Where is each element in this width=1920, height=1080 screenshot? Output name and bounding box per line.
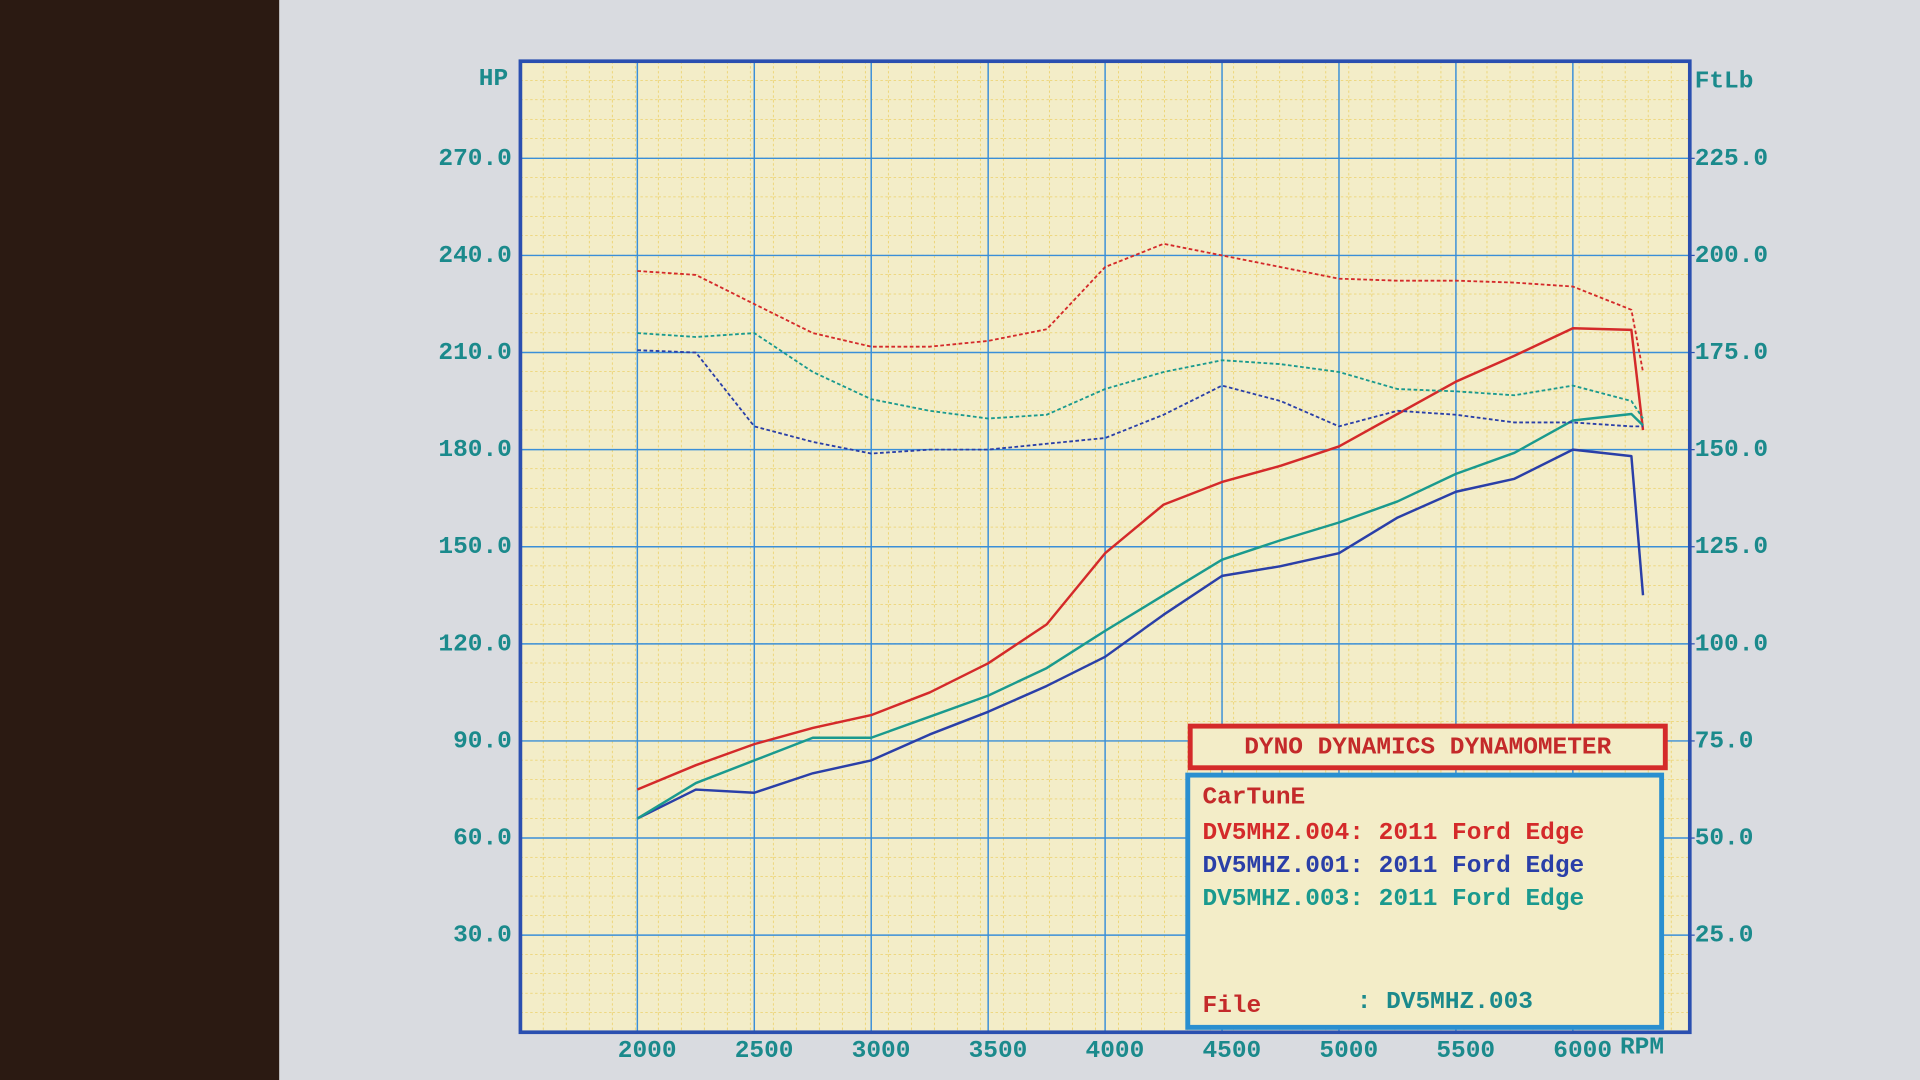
torque-line [637, 332, 1644, 420]
legend-subtitle: CarTunE [1202, 785, 1305, 812]
y2-tick-label: 50.0 [1695, 826, 1754, 853]
x-tick-label: 4000 [1086, 1038, 1145, 1065]
y-tick-label: 90.0 [453, 728, 512, 755]
file-label: File [1202, 993, 1261, 1020]
x-tick-label: 2500 [735, 1038, 794, 1065]
power-line [636, 448, 1645, 820]
x-tick-label: 2000 [618, 1038, 677, 1065]
y2-tick-label: 100.0 [1695, 631, 1768, 658]
x-tick-label: 5500 [1436, 1038, 1495, 1065]
y-tick-label: 210.0 [438, 340, 511, 367]
y2-tick-label: 25.0 [1695, 923, 1754, 950]
legend-entry: DV5MHZ.004: 2011 Ford Edge [1202, 820, 1584, 847]
y-tick-label: 150.0 [438, 534, 511, 561]
y2-tick-label: 175.0 [1695, 340, 1768, 367]
x-tick-label: 6000 [1553, 1038, 1612, 1065]
x-tick-label: 3000 [852, 1038, 911, 1065]
torque-line [637, 349, 1644, 455]
legend-entry: DV5MHZ.001: 2011 Ford Edge [1202, 853, 1584, 880]
legend-title: DYNO DYNAMICS DYNAMOMETER [1244, 734, 1611, 761]
y2-tick-label: 125.0 [1695, 534, 1768, 561]
power-line [636, 412, 1644, 820]
file-value: : DV5MHZ.003 [1357, 989, 1533, 1016]
y-axis-label: HP [479, 66, 508, 93]
y-tick-label: 60.0 [453, 826, 512, 853]
y2-tick-label: 200.0 [1695, 243, 1768, 270]
y-tick-label: 270.0 [438, 146, 511, 173]
y-tick-label: 30.0 [453, 923, 512, 950]
x-tick-label: 5000 [1319, 1038, 1378, 1065]
x-axis-label: RPM [1620, 1034, 1664, 1061]
y2-tick-label: 75.0 [1695, 728, 1754, 755]
legend-entry: DV5MHZ.003: 2011 Ford Edge [1202, 886, 1584, 913]
x-tick-label: 4500 [1202, 1038, 1261, 1065]
legend-box [1185, 772, 1665, 1030]
power-line [636, 327, 1645, 791]
y2-axis-label: FtLb [1695, 68, 1754, 95]
x-tick-label: 3500 [969, 1038, 1028, 1065]
y-tick-label: 120.0 [438, 631, 511, 658]
y2-tick-label: 150.0 [1695, 437, 1768, 464]
y-tick-label: 180.0 [438, 437, 511, 464]
y2-tick-label: 225.0 [1695, 146, 1768, 173]
legend-header [1187, 723, 1668, 771]
y-tick-label: 240.0 [438, 243, 511, 270]
